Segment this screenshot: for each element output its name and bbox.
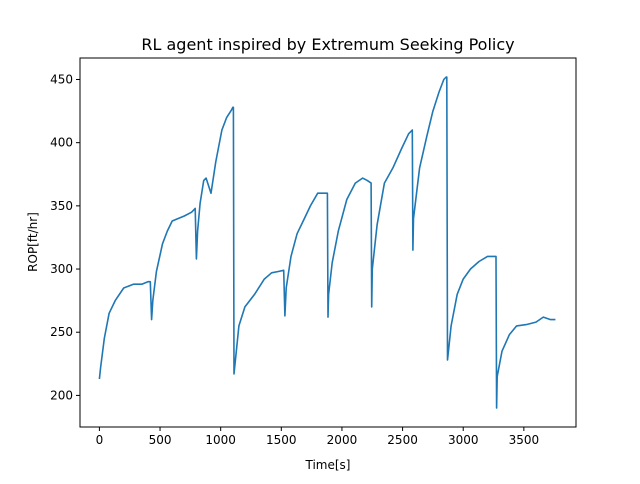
x-tick-label: 3500	[509, 433, 540, 447]
y-tick-label: 450	[50, 72, 73, 86]
plot-area-frame	[79, 57, 577, 428]
y-tick-label: 350	[50, 199, 73, 213]
x-tick-label: 0	[96, 433, 104, 447]
x-tick-label: 1500	[266, 433, 297, 447]
series-line-0	[98, 76, 556, 409]
x-tick-label: 1000	[205, 433, 236, 447]
y-tick-label: 250	[50, 325, 73, 339]
x-tick-label: 500	[149, 433, 172, 447]
x-axis-label: Time[s]	[305, 458, 351, 472]
x-tick-label: 2000	[327, 433, 358, 447]
x-tick-label: 3000	[448, 433, 479, 447]
chart-title: RL agent inspired by Extremum Seeking Po…	[141, 35, 514, 54]
y-tick-label: 300	[50, 262, 73, 276]
x-tick-label: 2500	[387, 433, 418, 447]
y-tick-label: 200	[50, 388, 73, 402]
y-tick-label: 400	[50, 136, 73, 150]
y-axis-label: ROP[ft/hr]	[26, 212, 40, 272]
